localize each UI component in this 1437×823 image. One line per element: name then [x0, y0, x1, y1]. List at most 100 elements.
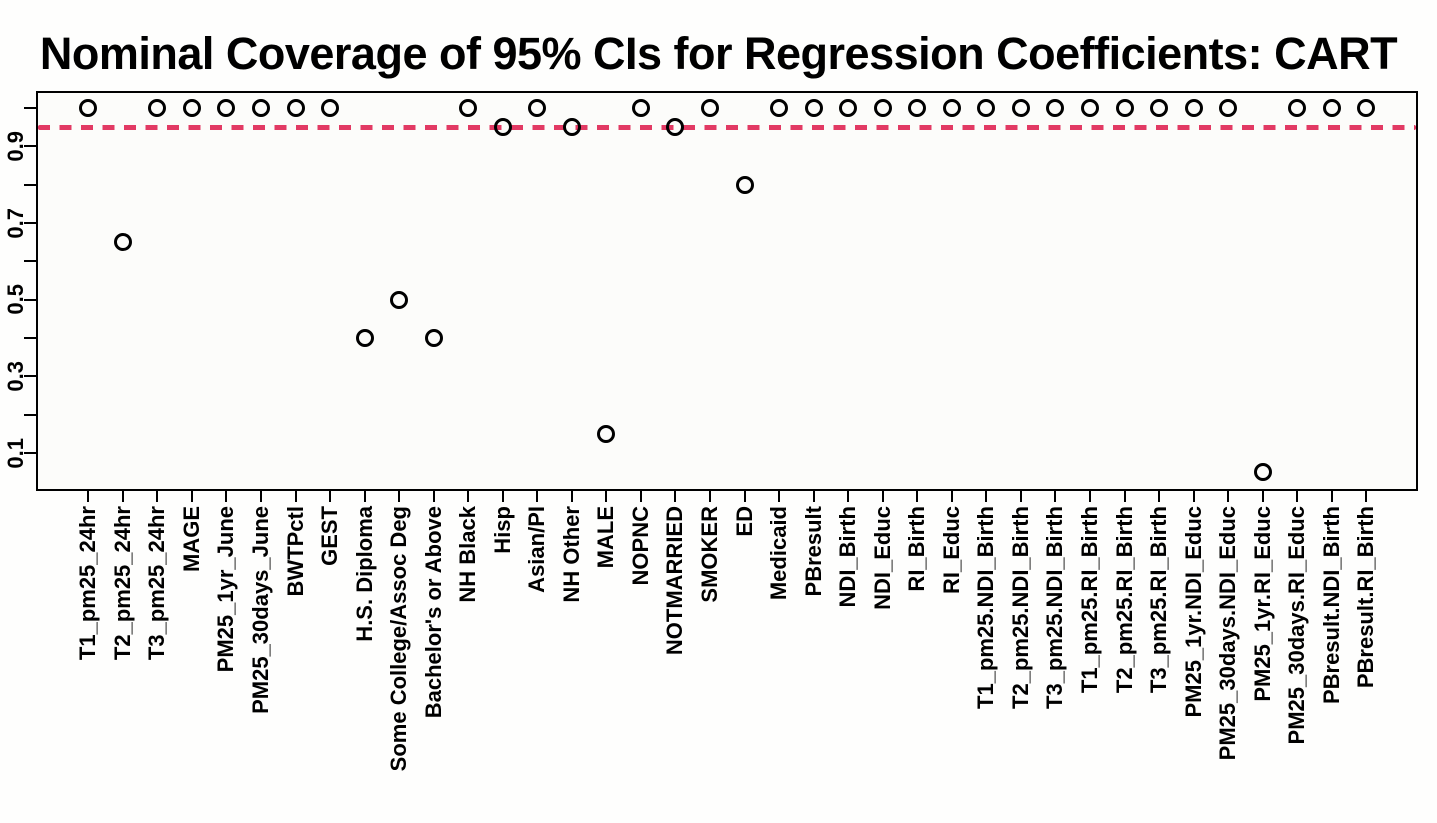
data-point	[1288, 99, 1307, 118]
x-tick	[1088, 491, 1091, 502]
x-axis-label: Medicaid	[766, 506, 792, 601]
x-tick	[398, 491, 401, 502]
x-axis-label: NH Black	[455, 506, 481, 603]
x-axis-label: NOTMARRIED	[662, 506, 688, 656]
x-tick	[467, 491, 470, 502]
data-point	[217, 99, 236, 118]
x-tick	[1123, 491, 1126, 502]
x-tick	[570, 491, 573, 502]
x-axis-label: T1_pm25.NDI_Birth	[973, 506, 999, 709]
x-axis-label: Asian/PI	[524, 506, 550, 593]
data-point	[252, 99, 270, 118]
data-point	[804, 99, 823, 118]
x-axis-label: MALE	[593, 506, 619, 569]
y-tick	[24, 222, 36, 225]
data-point	[562, 118, 581, 137]
x-tick	[1192, 491, 1195, 502]
x-tick	[1019, 491, 1022, 502]
x-tick	[1365, 491, 1368, 502]
data-point	[1115, 99, 1134, 118]
x-tick	[363, 491, 366, 502]
y-tick	[24, 452, 36, 455]
x-axis-label: T1_pm25.RI_Birth	[1076, 506, 1102, 694]
x-tick	[1261, 491, 1264, 502]
x-tick	[778, 491, 781, 502]
data-point	[735, 175, 754, 194]
x-tick	[190, 491, 193, 502]
x-axis-label: T3_pm25.RI_Birth	[1146, 506, 1172, 694]
x-axis-label: NH Other	[558, 506, 584, 603]
data-point	[1357, 99, 1376, 118]
data-point	[597, 424, 616, 443]
data-point	[321, 99, 340, 118]
y-tick	[24, 183, 36, 186]
x-tick	[674, 491, 677, 502]
x-tick	[950, 491, 953, 502]
x-tick	[639, 491, 642, 502]
y-tick-label: 0.5	[3, 284, 28, 316]
data-point	[1184, 99, 1203, 118]
x-tick	[1158, 491, 1161, 502]
data-point	[1080, 99, 1099, 118]
y-tick-label: 0.3	[3, 361, 28, 392]
data-point	[79, 99, 98, 118]
x-axis-label: PBresult.NDI_Birth	[1318, 506, 1344, 705]
x-axis-label: ED	[731, 506, 757, 537]
data-point	[1046, 99, 1065, 118]
x-axis-label: PM25_1yr.RI_Educ	[1249, 506, 1275, 702]
y-tick	[24, 145, 36, 148]
data-point	[286, 99, 305, 118]
x-axis-label: SMOKER	[697, 506, 723, 603]
x-axis-label: Hisp	[489, 506, 515, 554]
x-axis-label: NDI_Birth	[835, 506, 861, 608]
x-tick	[847, 491, 850, 502]
y-tick	[24, 337, 36, 340]
x-axis-label: RI_Educ	[938, 506, 964, 595]
chart-title: Nominal Coverage of 95% CIs for Regressi…	[39, 28, 1398, 79]
data-point	[1322, 99, 1341, 118]
data-point	[424, 329, 443, 348]
x-axis-label: NDI_Educ	[869, 506, 895, 610]
data-point	[148, 99, 167, 118]
x-tick	[1330, 491, 1333, 502]
data-point	[701, 99, 720, 118]
data-point	[182, 99, 201, 118]
x-axis-label: MAGE	[178, 506, 204, 572]
x-axis-label: RI_Birth	[904, 506, 930, 592]
x-axis-label: T3_pm25.NDI_Birth	[1042, 506, 1068, 709]
data-point	[1253, 463, 1272, 482]
data-point	[839, 99, 858, 118]
data-point	[1219, 99, 1238, 118]
x-tick	[260, 491, 262, 502]
data-point	[908, 99, 927, 118]
x-tick	[156, 491, 159, 502]
data-point	[113, 233, 132, 252]
data-point	[528, 99, 547, 118]
data-point	[1011, 99, 1030, 118]
x-tick	[1227, 491, 1230, 502]
data-point	[977, 99, 996, 118]
data-point	[390, 290, 409, 309]
x-axis-label: PBresult.RI_Birth	[1353, 506, 1379, 689]
x-tick	[881, 491, 884, 502]
x-tick	[432, 491, 435, 502]
x-tick	[743, 491, 746, 502]
x-axis-label: T2_pm25.RI_Birth	[1111, 506, 1137, 694]
x-tick	[329, 491, 332, 502]
x-tick	[87, 491, 90, 502]
y-tick	[24, 413, 36, 416]
x-tick	[121, 491, 124, 502]
x-axis-label: PM25_30days_June	[248, 506, 273, 714]
x-axis-label: T2_pm25.NDI_Birth	[1007, 506, 1033, 709]
x-tick	[812, 491, 815, 502]
x-axis-label: PM25_1yr.NDI_Educ	[1180, 506, 1206, 718]
x-tick	[1296, 491, 1299, 502]
x-tick	[501, 491, 504, 502]
x-tick	[605, 491, 608, 502]
x-tick	[1054, 491, 1057, 502]
x-axis-label: PM25_30days.RI_Educ	[1284, 506, 1310, 745]
data-point	[631, 99, 650, 118]
x-axis-label: Some College/Assoc Deg	[386, 506, 412, 772]
data-point	[873, 99, 892, 118]
